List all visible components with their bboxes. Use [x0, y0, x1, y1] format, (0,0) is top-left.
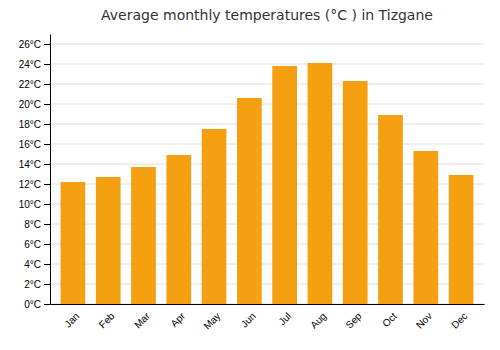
x-tick-label: May: [201, 310, 222, 331]
y-tick-label: 6°C: [24, 239, 41, 250]
bar: [343, 81, 368, 304]
x-tick: Nov: [414, 310, 434, 330]
x-tick-label: Feb: [97, 310, 117, 330]
x-tick: Jan: [62, 310, 81, 329]
y-tick-mark: [44, 304, 50, 305]
y-tick: 14°C: [19, 159, 50, 170]
y-tick-mark: [44, 64, 50, 65]
y-tick-label: 12°C: [19, 179, 41, 190]
y-tick: 0°C: [24, 299, 50, 310]
bar: [449, 175, 474, 304]
x-tick-label: Oct: [380, 310, 399, 329]
y-tick: 18°C: [19, 119, 50, 130]
y-tick-label: 26°C: [19, 39, 41, 50]
y-tick: 8°C: [24, 219, 50, 230]
bar: [131, 167, 156, 304]
y-tick: 10°C: [19, 199, 50, 210]
y-tick: 2°C: [24, 279, 50, 290]
y-tick-label: 0°C: [24, 299, 41, 310]
y-tick-mark: [44, 224, 50, 225]
grid-line: [50, 104, 484, 105]
y-tick-label: 24°C: [19, 59, 41, 70]
bar: [202, 129, 227, 304]
plot-area: [61, 63, 474, 304]
x-tick: May: [201, 310, 222, 331]
bar: [237, 98, 262, 304]
grid-line: [50, 44, 484, 45]
y-tick: 16°C: [19, 139, 50, 150]
x-tick-label: Aug: [308, 310, 328, 330]
x-tick: Jul: [276, 310, 293, 327]
grid-line: [50, 84, 484, 85]
bar: [413, 151, 438, 304]
y-axis-line: [50, 35, 51, 305]
y-tick: 6°C: [24, 239, 50, 250]
x-tick-label: Jun: [239, 310, 258, 329]
y-tick: 24°C: [19, 59, 50, 70]
y-tick-mark: [44, 284, 50, 285]
y-axis: 0°C 2°C 4°C 6°C 8°C 10°C 12°C 14°C 16°C 18°C 20°C 2…: [19, 35, 51, 310]
y-tick-label: 2°C: [24, 279, 41, 290]
x-tick: Mar: [132, 310, 152, 330]
grid-line: [50, 64, 484, 65]
x-tick: Dec: [449, 310, 469, 330]
bar: [61, 182, 86, 304]
y-tick-mark: [44, 204, 50, 205]
y-tick-mark: [44, 184, 50, 185]
x-tick: Sep: [343, 310, 364, 331]
y-tick-mark: [44, 144, 50, 145]
bar: [272, 66, 297, 304]
y-tick: 4°C: [24, 259, 50, 270]
x-tick: Apr: [168, 310, 187, 329]
bar: [308, 63, 333, 304]
x-tick: Feb: [97, 310, 117, 330]
x-tick-label: Nov: [414, 310, 434, 330]
chart: 0°C 2°C 4°C 6°C 8°C 10°C 12°C 14°C 16°C 18°C 20°C 2…: [0, 0, 500, 350]
y-tick: 20°C: [19, 99, 50, 110]
bar: [378, 115, 403, 304]
y-tick-label: 22°C: [19, 79, 41, 90]
x-tick: Oct: [380, 310, 399, 329]
grid: [50, 44, 484, 304]
x-tick: Jun: [239, 310, 258, 329]
title: Average monthly temperatures (°C ) in Ti…: [101, 7, 433, 23]
grid-line: [50, 144, 484, 145]
x-tick-label: Apr: [168, 310, 187, 329]
y-tick: 12°C: [19, 179, 50, 190]
x-tick-label: Mar: [132, 310, 152, 330]
y-tick: 22°C: [19, 79, 50, 90]
y-tick-label: 20°C: [19, 99, 41, 110]
y-tick-label: 8°C: [24, 219, 41, 230]
x-tick: Aug: [308, 310, 328, 330]
x-tick-label: Sep: [343, 310, 364, 331]
y-tick: 26°C: [19, 39, 50, 50]
y-tick-mark: [44, 264, 50, 265]
x-tick-label: Dec: [449, 310, 469, 330]
y-tick-mark: [44, 164, 50, 165]
y-tick-mark: [44, 84, 50, 85]
y-tick-mark: [44, 44, 50, 45]
y-tick-label: 18°C: [19, 119, 41, 130]
x-tick-label: Jul: [276, 310, 293, 327]
y-tick-mark: [44, 124, 50, 125]
y-tick-label: 14°C: [19, 159, 41, 170]
y-tick-mark: [44, 104, 50, 105]
grid-line: [50, 124, 484, 125]
x-axis: Jan Feb Mar Apr May Jun Jul Aug Sep Oct Nov Dec: [51, 305, 485, 332]
y-tick-label: 16°C: [19, 139, 41, 150]
x-tick-label: Jan: [62, 310, 81, 329]
y-tick-mark: [44, 244, 50, 245]
x-axis-line: [51, 304, 485, 305]
bar: [96, 177, 121, 304]
y-tick-label: 4°C: [24, 259, 41, 270]
bar: [166, 155, 191, 304]
y-tick-label: 10°C: [19, 199, 41, 210]
